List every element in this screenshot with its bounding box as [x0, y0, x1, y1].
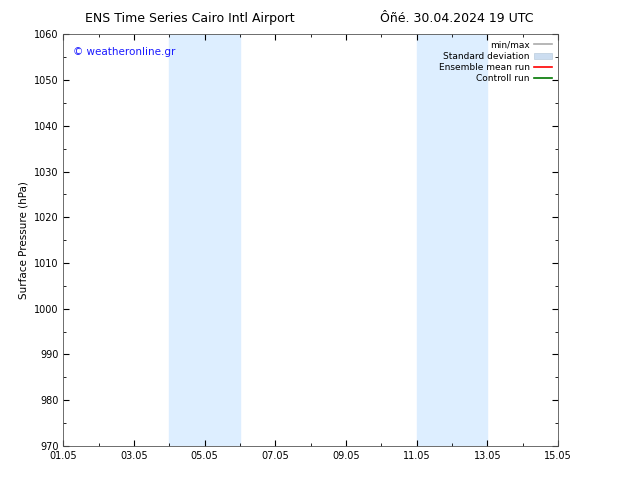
Text: © weatheronline.gr: © weatheronline.gr	[74, 47, 176, 57]
Bar	[417, 34, 488, 446]
Y-axis label: Surface Pressure (hPa): Surface Pressure (hPa)	[18, 181, 29, 299]
Legend: min/max, Standard deviation, Ensemble mean run, Controll run: min/max, Standard deviation, Ensemble me…	[437, 39, 553, 85]
Text: Ôñé. 30.04.2024 19 UTC: Ôñé. 30.04.2024 19 UTC	[380, 12, 533, 25]
Text: ENS Time Series Cairo Intl Airport: ENS Time Series Cairo Intl Airport	[86, 12, 295, 25]
Bar	[169, 34, 240, 446]
